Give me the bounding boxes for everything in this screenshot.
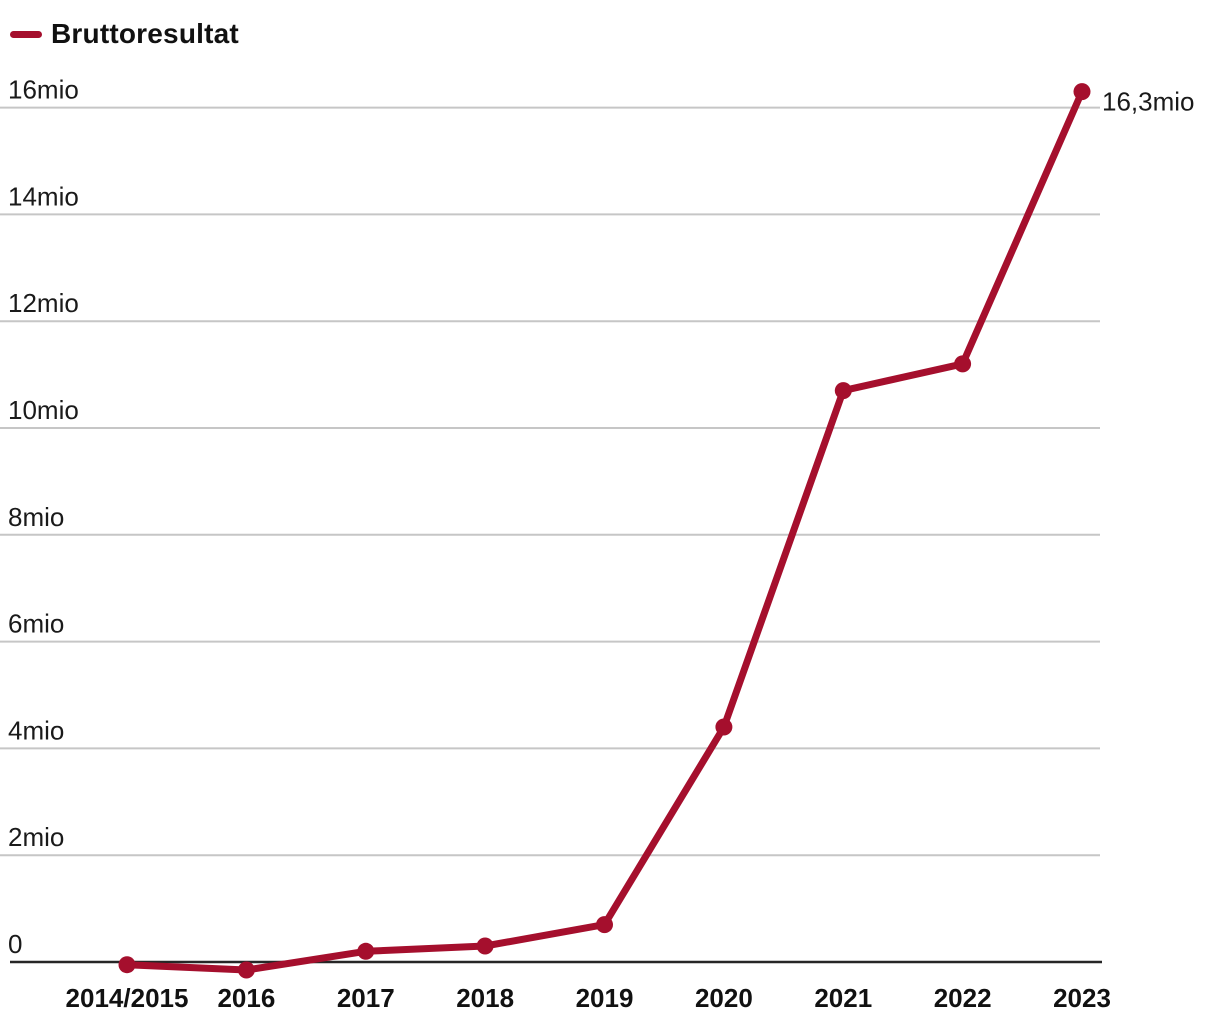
x-tick-label-2019: 2019	[576, 983, 634, 1013]
y-tick-label-2mio: 2mio	[8, 822, 64, 852]
legend-label: Bruttoresultat	[51, 18, 239, 49]
data-point-2018	[476, 937, 494, 955]
y-tick-label-6mio: 6mio	[8, 609, 64, 639]
y-tick-label-10mio: 10mio	[8, 395, 79, 425]
x-tick-label-2014-2015: 2014/2015	[66, 983, 189, 1013]
x-tick-label-2017: 2017	[337, 983, 395, 1013]
data-point-2021	[834, 382, 852, 400]
y-tick-label-8mio: 8mio	[8, 502, 64, 532]
y-tick-label-16mio: 16mio	[8, 75, 79, 105]
x-tick-label-2020: 2020	[695, 983, 753, 1013]
y-tick-label-4mio: 4mio	[8, 715, 64, 745]
legend: Bruttoresultat	[10, 18, 239, 50]
y-tick-label-0: 0	[8, 929, 22, 959]
x-tick-label-2022: 2022	[934, 983, 992, 1013]
y-tick-label-12mio: 12mio	[8, 288, 79, 318]
data-point-2023	[1073, 83, 1091, 101]
x-tick-label-2018: 2018	[456, 983, 514, 1013]
end-value-label: 16,3mio	[1102, 87, 1195, 117]
x-tick-label-2016: 2016	[217, 983, 275, 1013]
x-tick-label-2021: 2021	[814, 983, 872, 1013]
data-point-2022	[954, 355, 972, 373]
y-tick-label-14mio: 14mio	[8, 181, 79, 211]
x-tick-label-2023: 2023	[1053, 983, 1111, 1013]
data-point-2020	[715, 718, 733, 736]
data-point-2016	[237, 961, 255, 979]
data-point-2014-2015	[118, 956, 136, 974]
data-point-2019	[596, 916, 613, 934]
series-line-bruttoresultat	[123, 88, 1086, 974]
line-dash-icon	[10, 30, 42, 38]
data-point-2017	[357, 942, 375, 960]
